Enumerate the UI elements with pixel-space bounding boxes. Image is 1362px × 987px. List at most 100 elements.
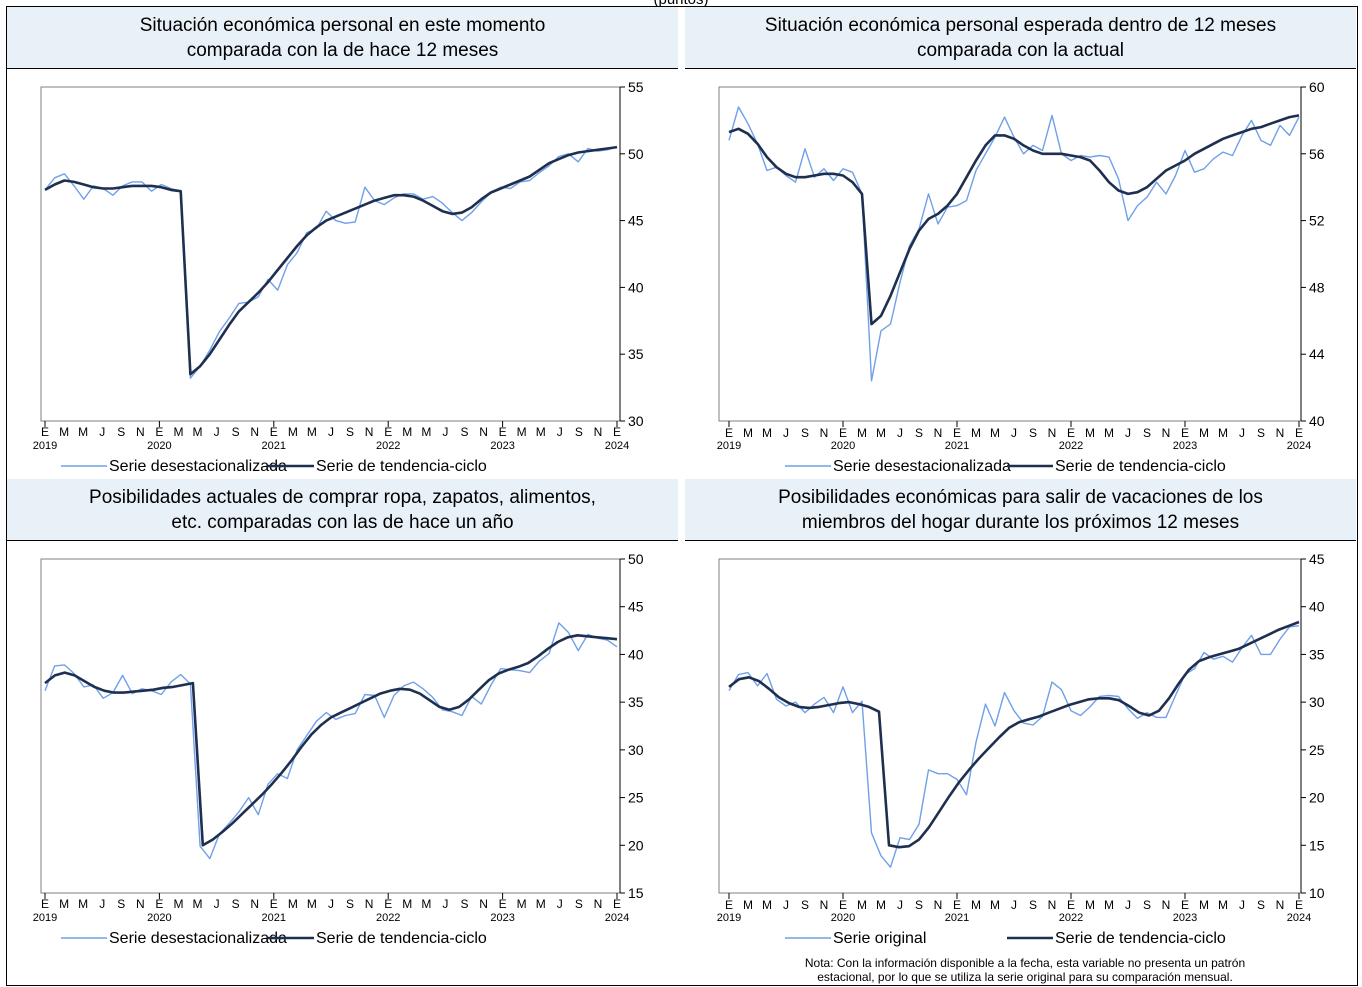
x-tick-label: M (743, 426, 753, 440)
y-tick-label: 30 (1309, 694, 1325, 710)
x-tick-label: E (1295, 426, 1303, 440)
title-line-1: Situación económica personal en este mom… (139, 15, 546, 36)
year-label: 2023 (490, 912, 514, 924)
x-tick-label: J (783, 426, 789, 440)
year-label: 2022 (376, 440, 400, 452)
year-label: 2023 (1173, 440, 1197, 452)
panel-personal-now: Situación económica personal en este mom… (7, 7, 678, 477)
x-tick-label: M (1199, 426, 1209, 440)
x-tick-label: N (594, 425, 603, 439)
x-tick-label: M (517, 425, 527, 439)
x-tick-label: N (250, 425, 259, 439)
x-tick-label: E (41, 425, 49, 439)
x-tick-label: M (743, 898, 753, 912)
x-tick-label: J (1125, 898, 1131, 912)
y-tick-label: 52 (1309, 213, 1325, 229)
x-tick-label: S (346, 425, 354, 439)
year-label: 2020 (147, 440, 171, 452)
x-tick-label: N (1048, 426, 1057, 440)
y-tick-label: 55 (628, 79, 644, 95)
x-tick-label: M (193, 425, 203, 439)
y-tick-label: 40 (628, 279, 644, 295)
x-tick-label: E (725, 898, 733, 912)
legend-label: Serie de tendencia-ciclo (1055, 930, 1226, 947)
year-label: 2024 (605, 440, 629, 452)
x-tick-label: M (857, 898, 867, 912)
x-tick-label: E (953, 898, 961, 912)
x-tick-label: N (934, 898, 943, 912)
x-tick-label: J (1239, 898, 1245, 912)
x-tick-label: M (1199, 898, 1209, 912)
y-tick-label: 30 (628, 742, 644, 758)
y-tick-label: 15 (628, 885, 644, 901)
year-label: 2020 (831, 912, 855, 924)
x-tick-label: J (1239, 426, 1245, 440)
x-tick-label: M (421, 897, 431, 911)
x-tick-label: M (1104, 898, 1114, 912)
x-tick-label: M (307, 897, 317, 911)
x-tick-label: E (1067, 898, 1075, 912)
title-line-2: comparada con la actual (916, 40, 1124, 61)
x-tick-label: N (1048, 898, 1057, 912)
legend-label: Serie de tendencia-ciclo (1055, 458, 1226, 475)
panel-purchase-possibilities: Posibilidades actuales de comprar ropa, … (7, 479, 678, 949)
x-tick-label: M (173, 425, 183, 439)
x-tick-label: S (1029, 426, 1037, 440)
x-tick-label: M (421, 425, 431, 439)
x-tick-label: J (897, 898, 903, 912)
x-tick-label: J (99, 897, 105, 911)
legend-label: Serie desestacionalizada (109, 458, 287, 475)
year-label: 2023 (490, 440, 514, 452)
x-tick-label: M (288, 425, 298, 439)
x-tick-label: J (1011, 898, 1017, 912)
x-tick-label: N (250, 897, 259, 911)
y-tick-label: 30 (628, 413, 644, 429)
x-tick-label: E (270, 897, 278, 911)
year-label: 2019 (33, 440, 57, 452)
x-tick-label: J (328, 425, 334, 439)
year-label: 2023 (1173, 912, 1197, 924)
x-tick-label: S (1029, 898, 1037, 912)
x-tick-label: E (1181, 426, 1189, 440)
year-label: 2019 (717, 440, 741, 452)
legend-label: Serie de tendencia-ciclo (316, 930, 487, 947)
legend-label: Serie original (833, 930, 926, 947)
footnote-line-2: estacional, por lo que se utiliza la ser… (817, 970, 1233, 984)
x-tick-label: S (1143, 898, 1151, 912)
x-tick-label: M (1218, 426, 1228, 440)
x-tick-label: S (915, 898, 923, 912)
x-tick-label: J (214, 425, 220, 439)
unit-caption: (puntos) (0, 0, 1362, 8)
title-line-2: miembros del hogar durante los próximos … (801, 512, 1240, 533)
y-tick-label: 45 (628, 599, 644, 615)
x-tick-label: M (78, 425, 88, 439)
x-tick-label: E (270, 425, 278, 439)
figure-frame (6, 6, 1358, 986)
y-tick-label: 40 (628, 646, 644, 662)
x-tick-label: E (155, 425, 163, 439)
x-tick-label: S (915, 426, 923, 440)
x-tick-label: N (820, 898, 829, 912)
x-tick-label: S (1143, 426, 1151, 440)
x-tick-label: J (557, 897, 563, 911)
x-tick-label: E (839, 426, 847, 440)
y-tick-label: 35 (628, 346, 644, 362)
panel-vacation-possibilities: Posibilidades económicas para salir de v… (685, 479, 1356, 949)
series-line-trend (44, 634, 618, 847)
y-tick-label: 50 (628, 146, 644, 162)
x-tick-label: J (557, 425, 563, 439)
x-tick-label: E (384, 425, 392, 439)
panel-title: Situación económica personal en este mom… (7, 7, 678, 69)
year-label: 2024 (605, 912, 629, 924)
x-tick-label: J (442, 425, 448, 439)
year-label: 2019 (33, 912, 57, 924)
x-tick-label: S (1257, 898, 1265, 912)
panel-personal-expected: Situación económica personal esperada de… (685, 7, 1356, 477)
series-line-trend (728, 620, 1300, 849)
x-tick-label: N (1276, 426, 1285, 440)
x-tick-label: J (1125, 426, 1131, 440)
series-line-light (728, 106, 1300, 382)
